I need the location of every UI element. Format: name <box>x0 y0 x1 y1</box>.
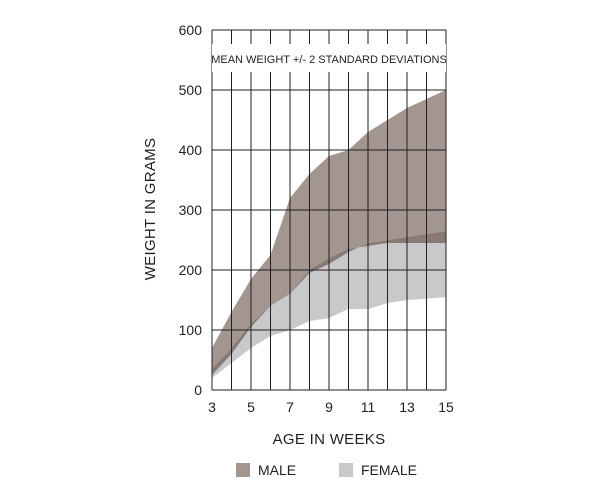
y-tick-label: 0 <box>194 382 202 398</box>
annotation-box <box>212 44 446 72</box>
x-tick-label: 13 <box>399 399 415 415</box>
x-tick-label: 3 <box>208 399 216 415</box>
x-tick-label: 9 <box>325 399 333 415</box>
y-tick-label: 500 <box>179 82 203 98</box>
x-tick-label: 7 <box>286 399 294 415</box>
y-axis-title: WEIGHT IN GRAMS <box>142 138 159 281</box>
x-axis-title: AGE IN WEEKS <box>273 431 386 448</box>
y-tick-label: 300 <box>179 202 203 218</box>
y-tick-label: 600 <box>179 22 203 38</box>
x-tick-label: 5 <box>247 399 255 415</box>
y-tick-label: 400 <box>179 142 203 158</box>
plot-ticks: 0 100 200 300 400 500 600 3 5 7 9 11 13 15 <box>179 22 454 415</box>
legend-swatch-male <box>236 463 250 477</box>
chart-annotation: MEAN WEIGHT +/- 2 STANDARD DEVIATIONS <box>211 54 447 66</box>
legend-label-male: MALE <box>258 462 296 478</box>
y-tick-label: 100 <box>179 322 203 338</box>
legend-swatch-female <box>339 463 353 477</box>
plot-grid <box>211 29 447 391</box>
y-tick-label: 200 <box>179 262 203 278</box>
x-tick-label: 15 <box>438 399 454 415</box>
x-tick-label: 11 <box>361 399 376 415</box>
legend-label-female: FEMALE <box>361 462 417 478</box>
